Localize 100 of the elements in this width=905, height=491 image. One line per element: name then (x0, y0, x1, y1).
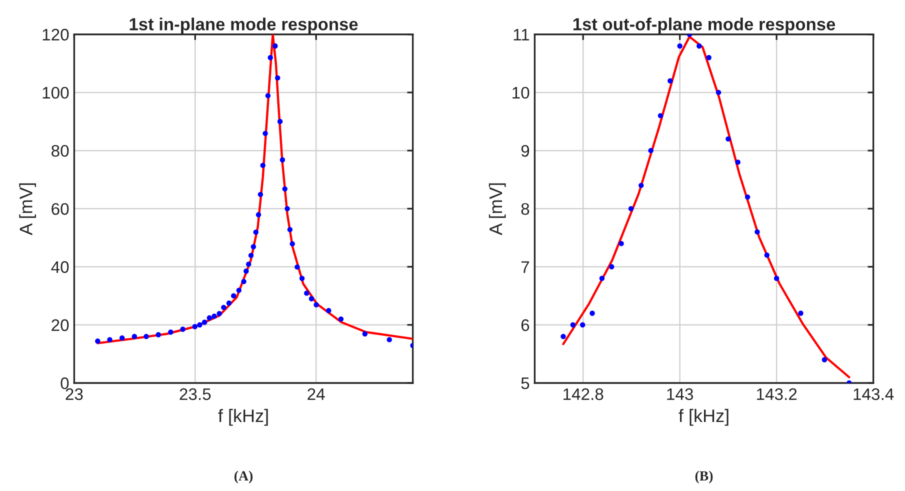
point (560, 334, 566, 340)
point (314, 302, 319, 308)
y-tick-label: 8 (521, 203, 530, 215)
text: (A) (234, 470, 253, 484)
point (280, 157, 286, 162)
y-tick-label: 40 (51, 261, 69, 273)
point (386, 337, 392, 342)
point (706, 55, 712, 60)
point (132, 334, 138, 340)
point (294, 264, 300, 270)
point (156, 332, 161, 338)
point (260, 162, 266, 168)
point (299, 276, 305, 281)
point (580, 322, 586, 328)
point (253, 230, 258, 235)
point (221, 304, 226, 310)
y-tick-label: 9 (521, 144, 530, 157)
point (197, 322, 202, 328)
point (206, 315, 212, 321)
point (284, 206, 290, 212)
point (236, 288, 242, 293)
y-tick-label: 11 (514, 28, 530, 40)
point (265, 93, 271, 98)
x-tick-label: 143 (667, 388, 694, 400)
point (241, 278, 246, 284)
point (668, 78, 673, 84)
point (168, 330, 174, 335)
point (798, 310, 804, 316)
chart-title: 1st out-of-plane mode response (573, 18, 836, 34)
text: (B) (695, 470, 713, 484)
y-tick-label: 80 (52, 144, 69, 157)
point (362, 331, 368, 336)
y-axis-title: A [mV] (488, 183, 506, 236)
point (326, 308, 332, 314)
point (638, 182, 644, 188)
point (248, 252, 254, 258)
y-tick-label: 20 (52, 319, 69, 332)
y-tick-label: 6 (521, 319, 530, 332)
point (272, 43, 278, 49)
x-axis-title: f [kHz] (218, 408, 268, 426)
point (250, 244, 256, 250)
y-tick-label: 120 (42, 28, 69, 41)
point (735, 160, 740, 165)
point (308, 296, 314, 302)
x-tick-label: 143.2 (757, 388, 797, 400)
point (244, 268, 249, 274)
point (696, 43, 702, 49)
y-axis-title: A [mV] (19, 183, 36, 236)
point (282, 186, 288, 192)
y-tick-label: 7 (521, 261, 530, 273)
point (774, 276, 780, 281)
point (716, 90, 722, 96)
point (192, 324, 198, 330)
point (287, 226, 293, 232)
point (216, 310, 222, 316)
y-tick-label: 100 (42, 86, 69, 99)
point (277, 118, 283, 124)
point (609, 264, 614, 270)
y-tick-label: 5 (521, 378, 530, 390)
point (822, 357, 828, 362)
line-series (562, 36, 850, 378)
point (628, 206, 634, 212)
point (677, 43, 682, 49)
point (726, 136, 731, 142)
point (618, 240, 624, 246)
point (144, 334, 149, 340)
point (107, 337, 112, 342)
y-tick-label: 60 (52, 203, 69, 215)
x-tick-label: 23 (66, 388, 83, 400)
point (226, 300, 232, 306)
x-tick-label: 24 (308, 388, 325, 400)
point (570, 322, 576, 328)
point (262, 130, 268, 136)
x-axis-title: f [kHz] (678, 408, 728, 426)
x-tick-label: 143.4 (854, 388, 894, 400)
point (648, 148, 654, 154)
point (275, 75, 280, 81)
line-series (96, 34, 413, 344)
point (212, 314, 217, 319)
point (246, 262, 252, 267)
point (120, 335, 125, 341)
point (599, 276, 605, 281)
point (231, 293, 236, 298)
point (744, 194, 750, 200)
x-tick-label: 142.8 (564, 388, 604, 400)
point (658, 113, 664, 118)
point (256, 212, 262, 218)
point (754, 229, 760, 235)
point (590, 310, 595, 316)
point (290, 241, 295, 246)
x-tick-label: 23.5 (180, 388, 211, 400)
chart-title: 1st in-plane mode response (130, 18, 358, 34)
point (268, 55, 273, 60)
point (180, 326, 186, 332)
point (304, 290, 310, 296)
point (764, 252, 770, 258)
y-tick-label: 10 (512, 86, 530, 99)
point (202, 320, 208, 325)
point (95, 338, 100, 344)
point (338, 316, 344, 322)
